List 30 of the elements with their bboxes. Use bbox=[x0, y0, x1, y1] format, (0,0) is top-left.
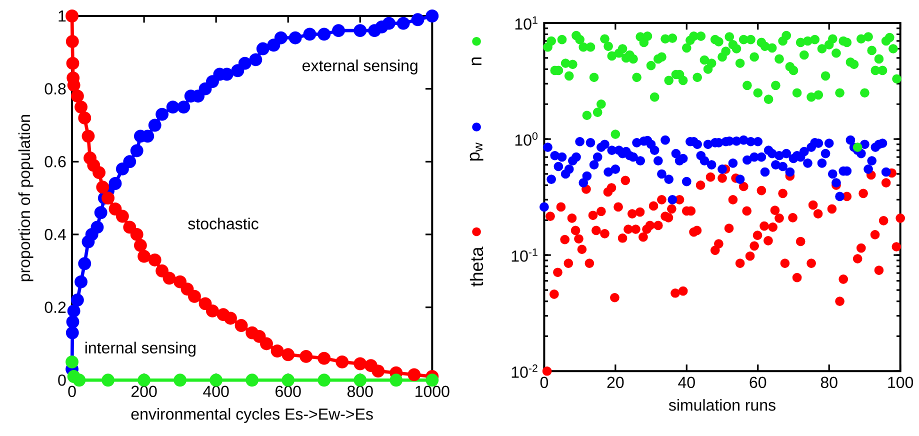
series-label: external sensing bbox=[302, 59, 418, 74]
x-tick-label: 1000 bbox=[416, 386, 450, 397]
x-tick-label: 80 bbox=[820, 376, 838, 388]
x-tick-label: 60 bbox=[750, 376, 766, 388]
x-tick-label: 400 bbox=[203, 386, 229, 397]
x-tick-label: 0 bbox=[540, 376, 548, 388]
x-tick-label: 0 bbox=[68, 386, 76, 397]
y-axis-title: proportion of population bbox=[18, 114, 34, 282]
x-tick-label: 40 bbox=[678, 376, 695, 388]
y-tick-label: 0.2 bbox=[44, 302, 66, 313]
y-tick-label: 0.8 bbox=[44, 83, 66, 94]
y-tick-label: 10$^{-1}$ bbox=[512, 248, 538, 262]
legend-label: p$_{w}$ bbox=[470, 142, 484, 160]
y-tick-label: 10$^{1}$ bbox=[515, 16, 538, 30]
x-tick-label: 100 bbox=[888, 376, 914, 388]
x-axis-title: simulation runs bbox=[668, 398, 776, 411]
text: stochastic bbox=[188, 218, 258, 230]
y-tick-label: 0.4 bbox=[44, 228, 66, 240]
x-axis-title: environmental cycles Es->Ew->Es bbox=[131, 408, 373, 423]
x-tick-label: 200 bbox=[131, 386, 157, 397]
y-tick-label: 0.6 bbox=[44, 156, 66, 168]
x-tick-label: 20 bbox=[607, 376, 624, 388]
x-tick-label: 600 bbox=[276, 386, 301, 397]
y-tick-label: 10$^{-2}$ bbox=[512, 364, 538, 378]
y-tick-label: 1 bbox=[58, 10, 66, 22]
legend-label: theta bbox=[470, 246, 484, 286]
y-tick-label: 10$^{0}$ bbox=[515, 132, 538, 146]
legend-label: n bbox=[472, 57, 482, 66]
x-tick-label: 800 bbox=[347, 386, 373, 397]
series-label: internal sensing bbox=[85, 342, 196, 357]
